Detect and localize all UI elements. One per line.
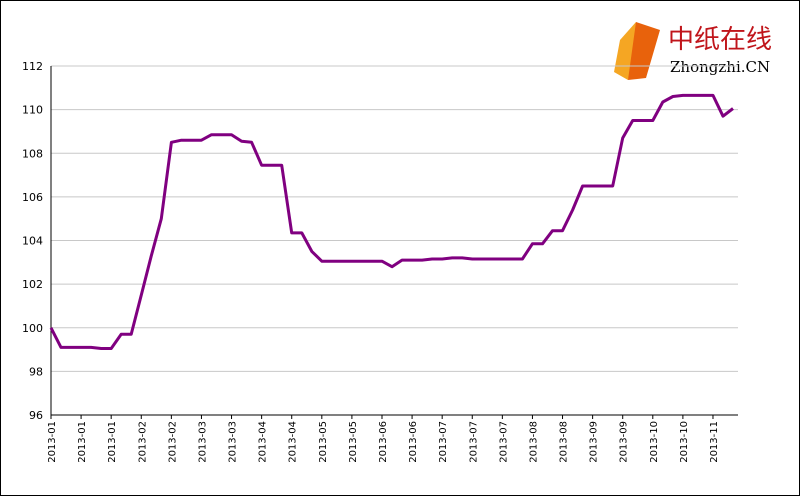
logo-domain: Zhongzhi.CN — [670, 58, 770, 76]
y-tick-label: 110 — [22, 104, 43, 117]
x-tick-label: 2013-10 — [679, 421, 690, 463]
x-tick-label: 2013-08 — [559, 421, 570, 463]
x-tick-label: 2013-07 — [468, 421, 479, 463]
logo: 中纸在线 Zhongzhi.CN — [614, 22, 772, 80]
y-tick-label: 112 — [22, 60, 43, 73]
x-tick-label: 2013-09 — [589, 421, 600, 463]
x-tick-label: 2013-09 — [619, 421, 630, 463]
x-tick-label: 2013-03 — [197, 421, 208, 463]
y-tick-label: 98 — [29, 365, 43, 378]
x-tick-label: 2013-04 — [258, 421, 269, 463]
y-tick-label: 108 — [22, 147, 43, 160]
x-tick-label: 2013-01 — [47, 421, 58, 463]
y-tick-label: 102 — [22, 278, 43, 291]
x-tick-label: 2013-01 — [107, 421, 118, 463]
x-tick-label: 2013-02 — [137, 421, 148, 463]
x-tick-label: 2013-03 — [228, 421, 239, 463]
x-tick-label: 2013-05 — [348, 421, 359, 463]
x-tick-label: 2013-06 — [378, 421, 389, 463]
y-tick-label: 96 — [29, 409, 43, 422]
y-tick-label: 106 — [22, 191, 43, 204]
x-tick-label: 2013-02 — [167, 421, 178, 463]
y-tick-label: 104 — [22, 235, 43, 248]
x-tick-label: 2013-07 — [498, 421, 509, 463]
x-tick-label: 2013-04 — [288, 421, 299, 463]
line-series — [49, 93, 734, 350]
x-tick-label: 2013-11 — [709, 421, 720, 463]
y-tick-label: 100 — [22, 322, 43, 335]
x-tick-label: 2013-01 — [77, 421, 88, 463]
x-tick-label: 2013-07 — [438, 421, 449, 463]
x-tick-label: 2013-08 — [528, 421, 539, 463]
x-tick-label: 2013-10 — [649, 421, 660, 463]
x-tick-label: 2013-06 — [408, 421, 419, 463]
x-tick-label: 2013-05 — [318, 421, 329, 463]
logo-name: 中纸在线 — [668, 25, 772, 55]
